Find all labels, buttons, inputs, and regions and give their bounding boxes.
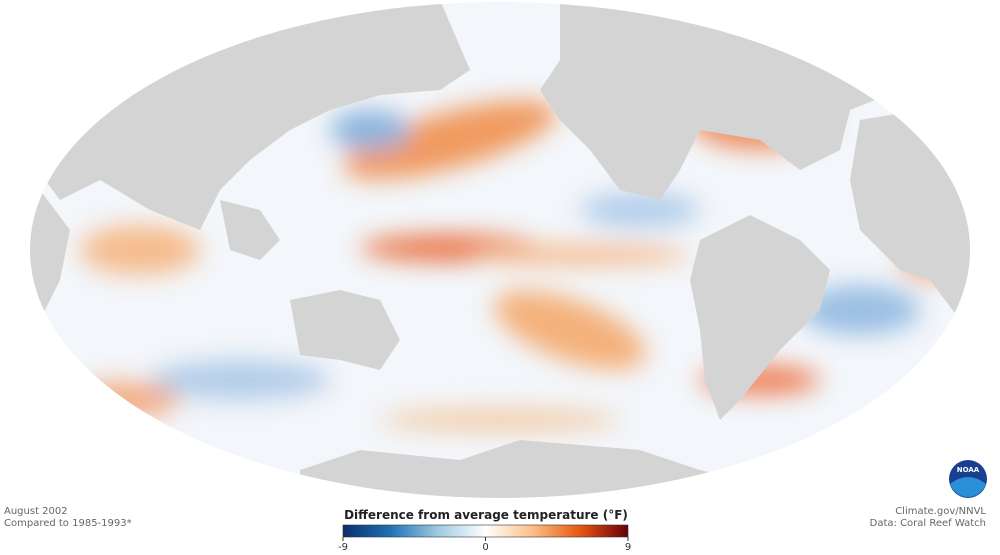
credit-label: Climate.gov/NNVL	[895, 506, 986, 517]
tick-label: 0	[482, 542, 488, 553]
logo-text: NOAA	[957, 466, 980, 474]
legend-title: Difference from average temperature (°F)	[344, 508, 628, 522]
baseline-label: Compared to 1985-1993*	[4, 518, 132, 529]
color-bar	[342, 524, 629, 538]
color-legend: -9 0 9	[338, 524, 631, 553]
noaa-logo: NOAA	[949, 460, 987, 498]
tick-label: 9	[625, 542, 631, 553]
source-label: Data: Coral Reef Watch	[870, 518, 986, 529]
date-label: August 2002	[4, 506, 68, 517]
tick-label: -9	[338, 542, 348, 553]
